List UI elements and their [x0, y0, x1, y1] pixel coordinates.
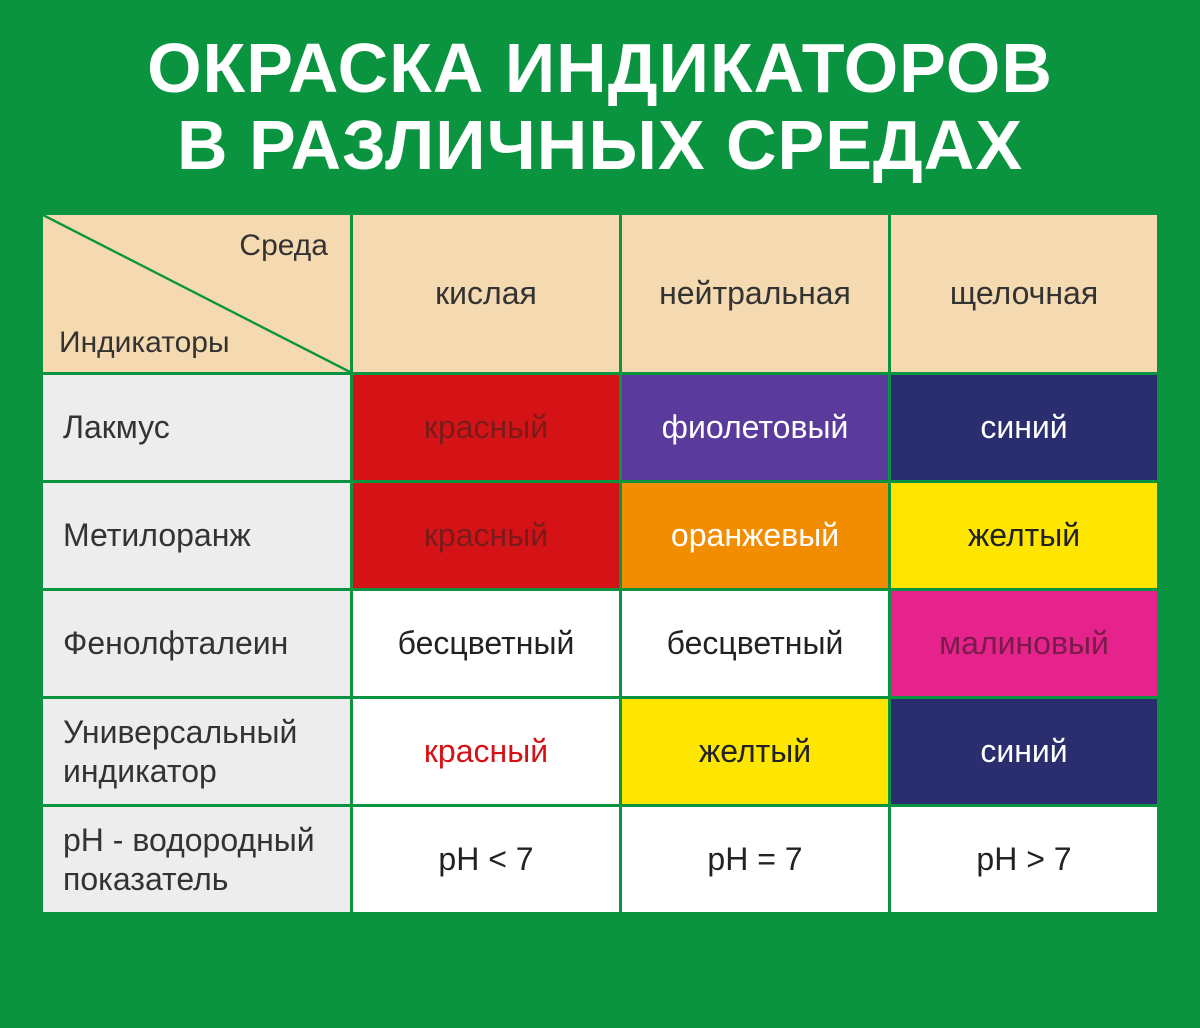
corner-top-label: Среда [239, 229, 328, 263]
cell: оранжевый [621, 482, 890, 590]
cell: бесцветный [621, 590, 890, 698]
cell: pH > 7 [890, 806, 1159, 914]
page-title: ОКРАСКА ИНДИКАТОРОВ В РАЗЛИЧНЫХ СРЕДАХ [40, 30, 1160, 184]
col-header-neutral: нейтральная [621, 214, 890, 374]
cell: синий [890, 374, 1159, 482]
cell: желтый [621, 698, 890, 806]
row-label-ph: pH - водородный показатель [42, 806, 352, 914]
table-row: Универсальный индикатор красный желтый с… [42, 698, 1159, 806]
table-row: pH - водородный показатель pH < 7 pH = 7… [42, 806, 1159, 914]
col-header-acidic: кислая [352, 214, 621, 374]
table-row: Метилоранж красный оранжевый желтый [42, 482, 1159, 590]
col-header-alkaline: щелочная [890, 214, 1159, 374]
indicators-table: Среда Индикаторы кислая нейтральная щело… [40, 212, 1160, 915]
row-label-methylorange: Метилоранж [42, 482, 352, 590]
title-line-2: В РАЗЛИЧНЫХ СРЕДАХ [177, 106, 1023, 184]
cell: красный [352, 374, 621, 482]
row-label-phenolphthalein: Фенолфталеин [42, 590, 352, 698]
cell: желтый [890, 482, 1159, 590]
cell: pH < 7 [352, 806, 621, 914]
table-row: Фенолфталеин бесцветный бесцветный малин… [42, 590, 1159, 698]
row-label-litmus: Лакмус [42, 374, 352, 482]
row-label-universal: Универсальный индикатор [42, 698, 352, 806]
cell: красный [352, 698, 621, 806]
cell: синий [890, 698, 1159, 806]
header-row: Среда Индикаторы кислая нейтральная щело… [42, 214, 1159, 374]
cell: pH = 7 [621, 806, 890, 914]
title-line-1: ОКРАСКА ИНДИКАТОРОВ [147, 29, 1053, 107]
corner-cell: Среда Индикаторы [42, 214, 352, 374]
cell: красный [352, 482, 621, 590]
cell: фиолетовый [621, 374, 890, 482]
table-row: Лакмус красный фиолетовый синий [42, 374, 1159, 482]
cell: бесцветный [352, 590, 621, 698]
cell: малиновый [890, 590, 1159, 698]
corner-bottom-label: Индикаторы [59, 326, 230, 360]
